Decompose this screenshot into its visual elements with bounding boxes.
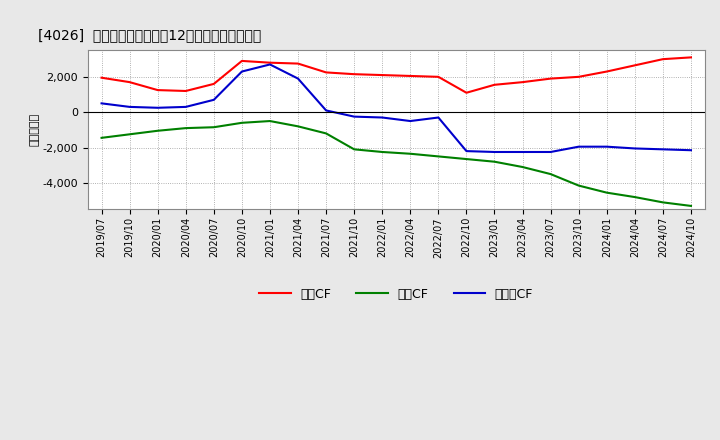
営業CF	[659, 56, 667, 62]
投資CF	[659, 200, 667, 205]
フリーCF	[153, 105, 162, 110]
フリーCF	[266, 62, 274, 67]
フリーCF	[378, 115, 387, 120]
営業CF	[378, 73, 387, 78]
投資CF	[490, 159, 499, 165]
営業CF	[406, 73, 415, 79]
フリーCF	[97, 101, 106, 106]
投資CF	[406, 151, 415, 156]
フリーCF	[294, 76, 302, 81]
投資CF	[518, 165, 527, 170]
フリーCF	[210, 97, 218, 103]
投資CF	[575, 183, 583, 188]
営業CF	[687, 55, 696, 60]
Line: 営業CF: 営業CF	[102, 57, 691, 93]
投資CF	[378, 149, 387, 154]
フリーCF	[462, 148, 471, 154]
営業CF	[181, 88, 190, 94]
フリーCF	[546, 149, 555, 154]
フリーCF	[406, 118, 415, 124]
Legend: 営業CF, 投資CF, フリーCF: 営業CF, 投資CF, フリーCF	[254, 282, 539, 305]
営業CF	[210, 81, 218, 87]
営業CF	[490, 82, 499, 88]
Line: フリーCF: フリーCF	[102, 64, 691, 152]
フリーCF	[518, 149, 527, 154]
営業CF	[546, 76, 555, 81]
投資CF	[210, 125, 218, 130]
投資CF	[687, 203, 696, 209]
営業CF	[153, 88, 162, 93]
営業CF	[294, 61, 302, 66]
投資CF	[266, 118, 274, 124]
フリーCF	[687, 147, 696, 153]
投資CF	[294, 124, 302, 129]
フリーCF	[659, 147, 667, 152]
投資CF	[181, 125, 190, 131]
営業CF	[462, 90, 471, 95]
フリーCF	[238, 69, 246, 74]
営業CF	[97, 75, 106, 81]
投資CF	[125, 132, 134, 137]
フリーCF	[575, 144, 583, 149]
営業CF	[238, 58, 246, 63]
フリーCF	[631, 146, 639, 151]
投資CF	[434, 154, 443, 159]
営業CF	[434, 74, 443, 80]
フリーCF	[490, 149, 499, 154]
投資CF	[603, 190, 611, 195]
Y-axis label: （百万円）: （百万円）	[30, 114, 40, 147]
営業CF	[266, 60, 274, 65]
フリーCF	[350, 114, 359, 119]
営業CF	[575, 74, 583, 80]
投資CF	[322, 131, 330, 136]
営業CF	[350, 72, 359, 77]
営業CF	[125, 80, 134, 85]
フリーCF	[322, 108, 330, 113]
フリーCF	[181, 104, 190, 110]
フリーCF	[603, 144, 611, 149]
Line: 投資CF: 投資CF	[102, 121, 691, 206]
投資CF	[153, 128, 162, 133]
Text: [4026]  キャッシュフローの12か月移動合計の推移: [4026] キャッシュフローの12か月移動合計の推移	[38, 28, 261, 42]
投資CF	[350, 147, 359, 152]
投資CF	[462, 156, 471, 161]
投資CF	[631, 194, 639, 200]
営業CF	[631, 63, 639, 68]
投資CF	[546, 172, 555, 177]
フリーCF	[125, 104, 134, 110]
営業CF	[518, 80, 527, 85]
営業CF	[603, 69, 611, 74]
営業CF	[322, 70, 330, 75]
投資CF	[238, 120, 246, 125]
フリーCF	[434, 115, 443, 120]
投資CF	[97, 135, 106, 140]
